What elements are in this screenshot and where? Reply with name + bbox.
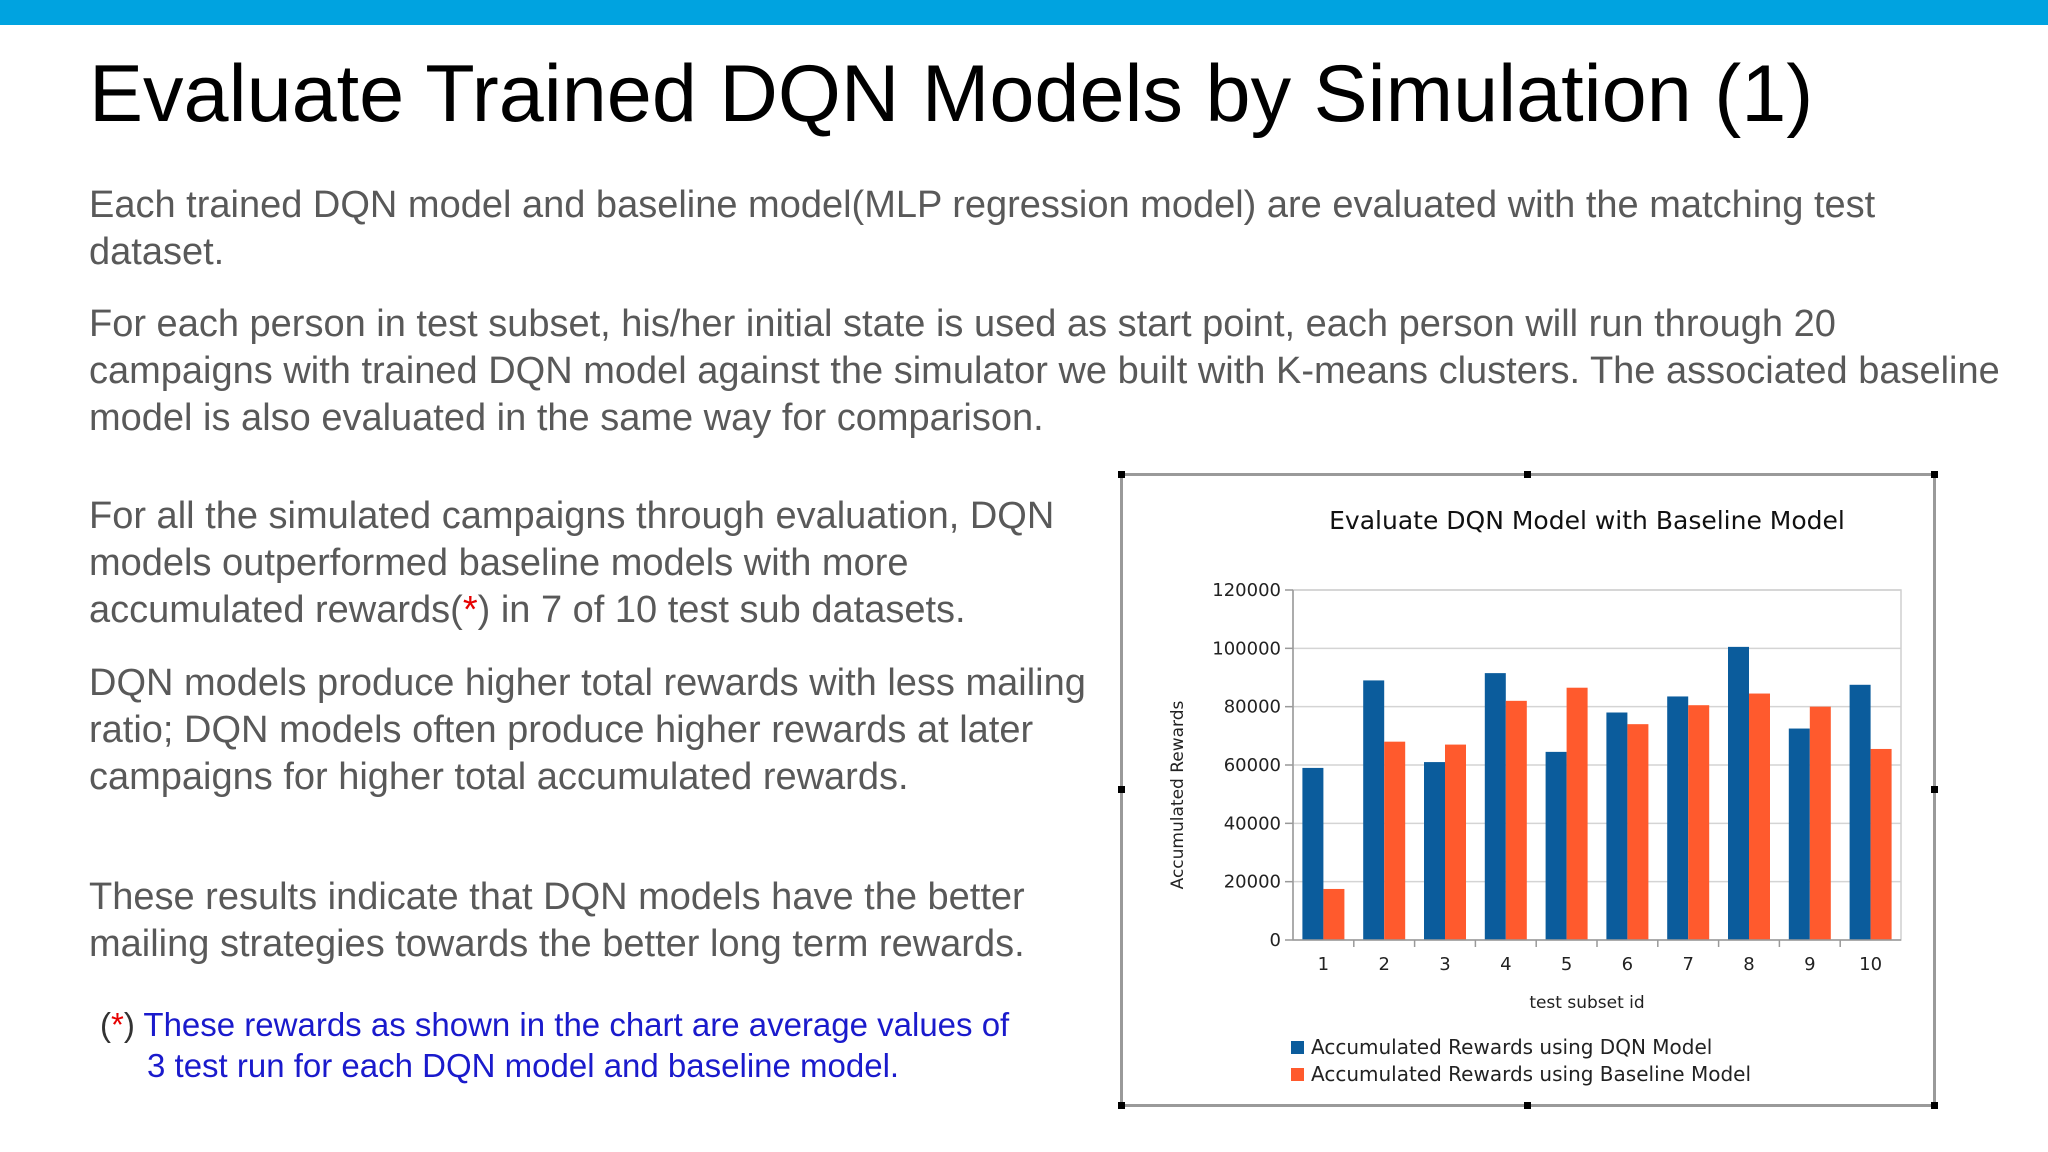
footnote-open-paren: ( xyxy=(100,1006,111,1043)
bar-dqn-7 xyxy=(1667,696,1689,940)
footnote-line-1: These rewards as shown in the chart are … xyxy=(143,1006,1010,1043)
bar-baseline-2 xyxy=(1384,741,1406,940)
bar-baseline-7 xyxy=(1688,705,1710,940)
bar-dqn-2 xyxy=(1363,680,1385,940)
asterisk-marker: * xyxy=(462,589,478,631)
bar-dqn-3 xyxy=(1424,762,1445,940)
bar-baseline-3 xyxy=(1445,744,1466,940)
chart-title: Evaluate DQN Model with Baseline Model xyxy=(1329,506,1845,535)
x-axis-title: test subset id xyxy=(1529,993,1644,1013)
x-tick-label: 5 xyxy=(1561,954,1572,975)
y-tick-label: 40000 xyxy=(1224,813,1281,834)
bar-baseline-6 xyxy=(1627,724,1649,940)
bar-dqn-10 xyxy=(1849,684,1871,940)
x-tick-label: 7 xyxy=(1682,954,1693,975)
chart-frame[interactable]: Evaluate DQN Model with Baseline Model 0 2… xyxy=(1118,471,1938,1109)
bar-dqn-4 xyxy=(1484,673,1506,940)
bar-baseline-8 xyxy=(1749,693,1770,940)
bar-dqn-5 xyxy=(1545,751,1567,940)
resize-handle-bottom-right[interactable] xyxy=(1931,1102,1938,1109)
y-tick-label: 20000 xyxy=(1224,872,1281,893)
conclusion-paragraph: These results indicate that DQN models h… xyxy=(89,876,1025,965)
resize-handle-top-right[interactable] xyxy=(1931,471,1938,478)
footnote-line-2: 3 test run for each DQN model and baseli… xyxy=(147,1047,900,1084)
bar-dqn-6 xyxy=(1606,712,1628,940)
resize-handle-left[interactable] xyxy=(1118,786,1125,793)
x-tick-label: 4 xyxy=(1500,954,1511,975)
y-tick-label: 60000 xyxy=(1224,755,1281,776)
legend-label: Accumulated Rewards using DQN Model xyxy=(1311,1035,1712,1059)
footnote-close-paren: ) xyxy=(123,1006,135,1043)
bar-dqn-8 xyxy=(1728,646,1749,940)
y-tick-label: 80000 xyxy=(1224,697,1281,718)
resize-handle-right[interactable] xyxy=(1931,786,1938,793)
legend-swatch xyxy=(1291,1041,1304,1054)
bar-dqn-1 xyxy=(1302,767,1324,940)
intro-paragraph: Each trained DQN model and baseline mode… xyxy=(89,184,1876,273)
x-tick-label: 1 xyxy=(1318,954,1329,975)
bar-baseline-9 xyxy=(1809,706,1831,940)
resize-handle-top[interactable] xyxy=(1524,471,1531,478)
legend-swatch xyxy=(1291,1068,1304,1081)
x-tick-label: 2 xyxy=(1378,954,1389,975)
result-text-end: ) in 7 of 10 test sub datasets. xyxy=(477,589,966,631)
bar-chart: Evaluate DQN Model with Baseline Model 0 2… xyxy=(1168,506,1902,1086)
method-paragraph: For each person in test subset, his/her … xyxy=(89,303,2000,439)
legend-label: Accumulated Rewards using Baseline Model xyxy=(1311,1062,1751,1086)
result-paragraph: For all the simulated campaigns through … xyxy=(89,493,1099,634)
x-tick-label: 8 xyxy=(1743,954,1754,975)
bar-baseline-5 xyxy=(1566,687,1588,940)
bar-baseline-1 xyxy=(1323,888,1345,940)
x-tick-label: 3 xyxy=(1439,954,1450,975)
resize-handle-top-left[interactable] xyxy=(1118,471,1125,478)
bar-baseline-10 xyxy=(1870,748,1892,940)
resize-handle-bottom[interactable] xyxy=(1524,1102,1531,1109)
footnote: (*) These rewards as shown in the chart … xyxy=(100,1004,1100,1086)
footnote-asterisk: * xyxy=(111,1006,124,1043)
resize-handle-bottom-left[interactable] xyxy=(1118,1102,1125,1109)
slide-title: Evaluate Trained DQN Models by Simulatio… xyxy=(89,49,1814,139)
bar-baseline-4 xyxy=(1505,700,1527,940)
x-tick-label: 9 xyxy=(1804,954,1815,975)
x-tick-label: 6 xyxy=(1622,954,1633,975)
y-axis-title: Accumulated Rewards xyxy=(1168,700,1188,889)
y-tick-label: 120000 xyxy=(1212,580,1281,601)
x-tick-label: 10 xyxy=(1859,954,1882,975)
bar-dqn-9 xyxy=(1788,728,1810,940)
mailing-ratio-paragraph: DQN models produce higher total rewards … xyxy=(89,662,1086,798)
top-accent-bar xyxy=(0,0,2048,25)
y-tick-label: 0 xyxy=(1270,930,1281,951)
result-text-start: For all the simulated campaigns through … xyxy=(89,495,1055,631)
y-tick-label: 100000 xyxy=(1212,638,1281,659)
